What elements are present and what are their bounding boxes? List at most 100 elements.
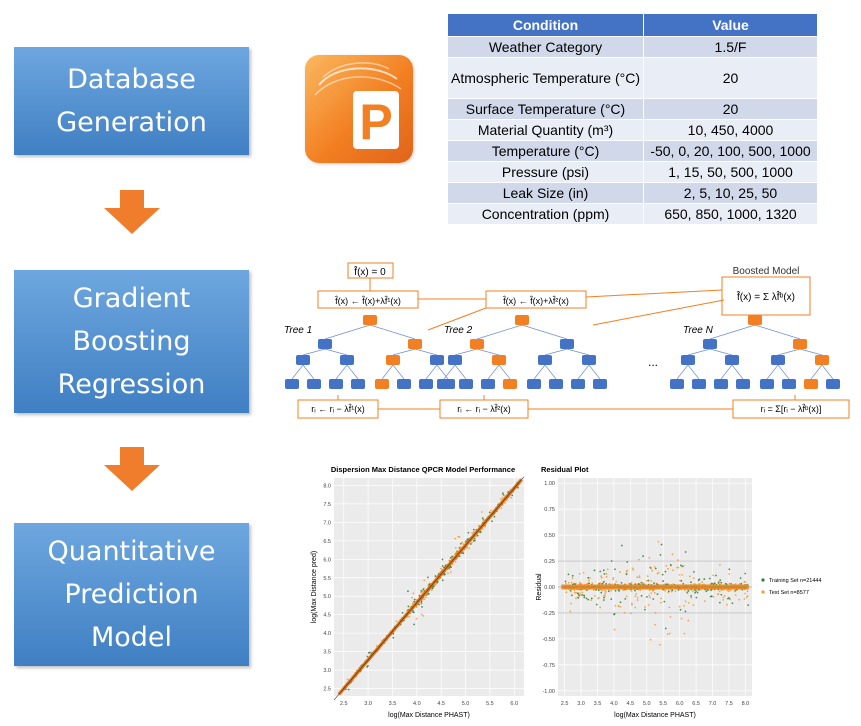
scatter-point	[510, 496, 513, 499]
scatter-point	[654, 567, 657, 570]
tree-edge	[533, 364, 546, 380]
scatter-point	[434, 575, 437, 577]
scatter-point	[656, 593, 659, 596]
scatter-point	[619, 605, 622, 608]
scatter-point	[664, 570, 667, 573]
scatter-point	[413, 598, 416, 601]
scatter-point	[727, 597, 729, 600]
model-performance-charts: Dispersion Max Distance QPCR Model Perfo…	[311, 465, 822, 719]
tree-edge	[425, 364, 438, 380]
chart-title: Dispersion Max Distance QPCR Model Perfo…	[331, 465, 515, 474]
scatter-point	[711, 582, 713, 585]
update-formula-2: f̂(x) ← f̂(x)+λf̂²(x)	[502, 296, 569, 306]
table-header-condition: Condition	[447, 13, 644, 37]
value-cell: 650, 850, 1000, 1320	[643, 203, 818, 225]
scatter-point	[449, 556, 452, 559]
scatter-point	[717, 580, 720, 583]
tree-edge	[566, 348, 590, 356]
tree-node	[748, 315, 762, 325]
scatter-point	[493, 515, 496, 518]
scatter-point	[418, 594, 421, 597]
scatter-point	[676, 566, 678, 569]
scatter-point	[476, 534, 479, 537]
scatter-point	[471, 531, 474, 534]
tree-edge	[766, 364, 779, 380]
tree-edge	[392, 348, 416, 356]
scatter-point	[651, 569, 654, 572]
tree-node	[437, 379, 451, 389]
scatter-point	[626, 561, 629, 563]
scatter-point	[652, 598, 655, 600]
tree-edge	[799, 348, 823, 356]
y-tick-label: 0.00	[544, 585, 555, 591]
tree-edge	[302, 364, 315, 380]
scatter-point	[640, 594, 643, 597]
scatter-point	[726, 589, 729, 592]
scatter-point	[457, 535, 460, 538]
stage-label: Database	[67, 64, 196, 95]
scatter-point	[733, 590, 736, 593]
scatter-point	[734, 594, 737, 596]
tree-edge	[346, 364, 359, 380]
scatter-point	[728, 568, 731, 571]
scatter-point	[573, 591, 576, 594]
tree-edge	[521, 324, 568, 340]
tree-node	[340, 355, 354, 365]
legend-label: Test Set n=8577	[769, 590, 809, 596]
scatter-point	[738, 598, 741, 601]
scatter-point	[646, 575, 649, 578]
scatter-point	[710, 589, 712, 591]
scatter-point	[739, 577, 742, 580]
tree-node	[419, 379, 433, 389]
scatter-point	[664, 589, 666, 592]
scatter-point	[603, 572, 606, 575]
scatter-point	[659, 553, 662, 556]
scatter-point	[484, 525, 487, 528]
scatter-point	[634, 606, 637, 609]
table-header-value: Value	[643, 13, 818, 37]
scatter-point	[619, 601, 622, 604]
scatter-point	[695, 596, 698, 599]
y-tick-label: -0.25	[542, 611, 555, 617]
tree-edge	[821, 364, 834, 380]
scatter-point	[672, 569, 674, 572]
scatter-point	[589, 577, 591, 579]
scatter-point	[667, 567, 669, 570]
scatter-point	[719, 579, 722, 582]
scatter-point	[500, 507, 503, 509]
scatter-point	[578, 572, 581, 575]
scatter-point	[366, 655, 369, 658]
conditions-table: Condition Value Weather Category 1.5/F At…	[447, 13, 818, 225]
scatter-point	[684, 551, 687, 553]
condition-cell: Leak Size (in)	[447, 182, 644, 204]
down-arrow-icon	[104, 447, 160, 491]
scatter-point	[692, 570, 695, 573]
x-tick-label: 3.5	[389, 701, 397, 707]
tree-edge	[577, 364, 590, 380]
tree-edge	[487, 364, 500, 380]
tree-edge	[476, 348, 500, 356]
x-tick-label: 6.0	[676, 701, 684, 707]
scatter-point	[746, 590, 749, 593]
scatter-point	[667, 590, 670, 593]
y-tick-label: 0.75	[544, 507, 555, 513]
value-cell: 1.5/F	[643, 36, 818, 58]
stage-label: Generation	[56, 107, 207, 138]
stage-database-generation: Database Generation	[14, 47, 249, 155]
scatter-point	[424, 596, 427, 599]
scatter-point	[593, 595, 596, 597]
y-tick-label: -0.50	[542, 637, 555, 643]
scatter-point	[447, 572, 449, 575]
scatter-point	[653, 565, 656, 568]
scatter-point	[625, 595, 628, 598]
scatter-point	[646, 595, 648, 598]
y-tick-label: 4.0	[323, 631, 331, 637]
scatter-point	[740, 582, 743, 585]
table-row: Leak Size (in) 2, 5, 10, 25, 50	[447, 182, 818, 204]
table-row: Material Quantity (m³) 10, 450, 4000	[447, 119, 818, 141]
scatter-point	[731, 602, 734, 605]
scatter-point	[657, 540, 660, 543]
scatter-point	[708, 577, 711, 580]
scatter-point	[448, 568, 451, 571]
legend-swatch-training	[761, 578, 765, 582]
